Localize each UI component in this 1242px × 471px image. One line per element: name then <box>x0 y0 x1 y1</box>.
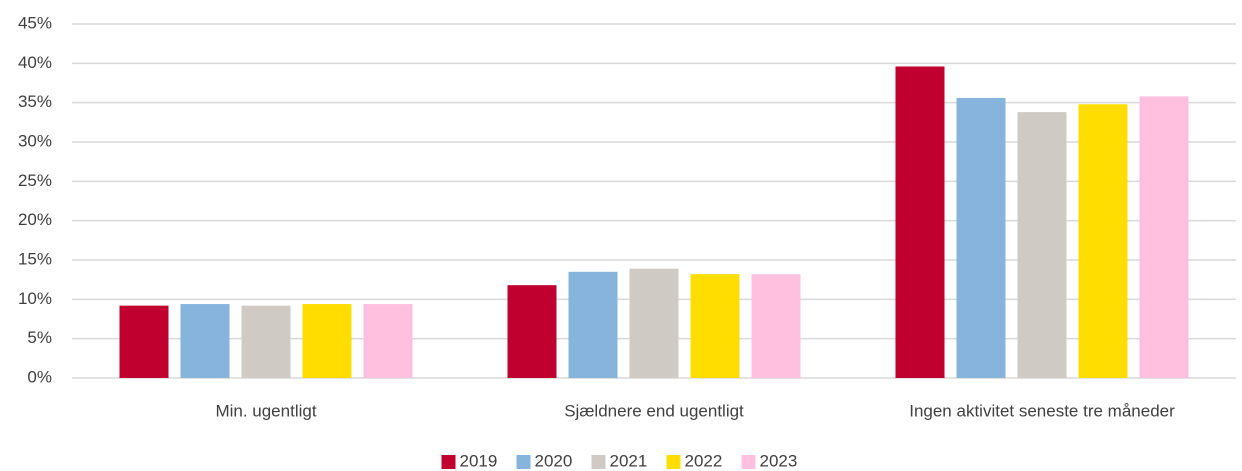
legend-label: 2019 <box>460 451 498 470</box>
legend-swatch <box>591 455 606 469</box>
bar <box>363 304 413 378</box>
y-tick-label: 10% <box>18 289 52 308</box>
bar <box>241 305 291 378</box>
legend-label: 2023 <box>760 451 798 470</box>
legend-swatch <box>666 455 681 469</box>
bar <box>895 66 945 378</box>
bar <box>690 274 740 378</box>
x-tick-label: Ingen aktivitet seneste tre måneder <box>909 401 1175 420</box>
legend-label: 2020 <box>535 451 573 470</box>
y-tick-label: 0% <box>27 367 52 386</box>
legend-label: 2021 <box>610 451 648 470</box>
y-tick-label: 20% <box>18 210 52 229</box>
y-tick-label: 25% <box>18 171 52 190</box>
bar <box>507 285 557 378</box>
bar <box>956 97 1006 379</box>
x-tick-label: Sjældnere end ugentligt <box>564 401 744 420</box>
bar <box>1017 112 1067 379</box>
bar <box>751 274 801 378</box>
x-tick-label: Min. ugentligt <box>215 401 316 420</box>
bar <box>1078 104 1128 379</box>
bar <box>180 304 230 378</box>
legend-swatch <box>741 455 756 469</box>
bar <box>119 305 169 378</box>
y-tick-label: 30% <box>18 131 52 150</box>
legend-label: 2022 <box>685 451 723 470</box>
bar <box>302 304 352 378</box>
y-tick-label: 35% <box>18 92 52 111</box>
legend-swatch <box>441 455 456 469</box>
y-tick-label: 45% <box>18 13 52 32</box>
y-tick-label: 40% <box>18 53 52 72</box>
y-tick-label: 15% <box>18 249 52 268</box>
legend-swatch <box>516 455 531 469</box>
bar <box>568 271 618 378</box>
bar <box>629 268 679 378</box>
y-tick-label: 5% <box>27 328 52 347</box>
bar <box>1139 96 1189 378</box>
